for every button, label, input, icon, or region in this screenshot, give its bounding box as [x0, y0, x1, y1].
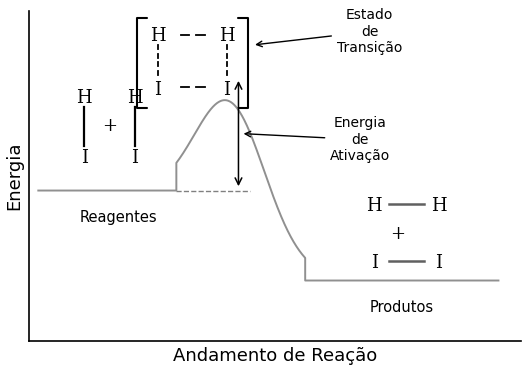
Text: Estado
de
Transição: Estado de Transição	[257, 9, 402, 55]
Text: H: H	[219, 27, 235, 45]
Text: H: H	[150, 27, 166, 45]
Text: H: H	[431, 197, 446, 214]
Text: I: I	[131, 148, 139, 167]
Text: H: H	[76, 89, 92, 106]
X-axis label: Andamento de Reação: Andamento de Reação	[173, 348, 377, 365]
Text: I: I	[370, 253, 378, 272]
Text: Produtos: Produtos	[370, 300, 434, 315]
Text: I: I	[435, 253, 442, 272]
Text: H: H	[366, 197, 382, 214]
Text: I: I	[223, 81, 230, 99]
Text: H: H	[127, 89, 143, 106]
Text: I: I	[154, 81, 161, 99]
Text: +: +	[102, 117, 117, 135]
Text: +: +	[389, 225, 405, 243]
Text: Reagentes: Reagentes	[80, 210, 158, 225]
Text: Energia
de
Ativação: Energia de Ativação	[245, 116, 391, 163]
Y-axis label: Energia: Energia	[6, 141, 24, 210]
Text: I: I	[81, 148, 88, 167]
